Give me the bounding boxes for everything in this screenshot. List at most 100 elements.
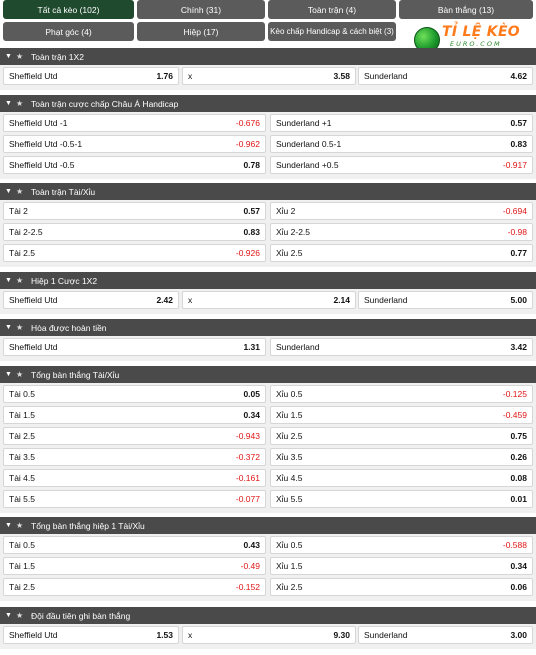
tab-goals[interactable]: Bàn thắng (13) [399,0,533,19]
odds-cell[interactable]: Tài 5.5 -0.077 [3,490,266,508]
star-icon[interactable]: ★ [16,187,24,196]
odds-value: -0.125 [502,389,527,399]
star-icon[interactable]: ★ [16,521,24,530]
section-header[interactable]: ▼ ★ Tổng bàn thắng Tài/Xỉu [0,366,536,383]
tab-handicap[interactable]: Kèo chấp Handicap & cách biệt (3) [268,22,396,41]
odds-cell[interactable]: Sheffield Utd -0.5-1 -0.962 [3,135,266,153]
odds-cell[interactable]: Xỉu 0.5 -0.125 [270,385,533,403]
selection-label: Sheffield Utd [9,295,58,305]
section-header[interactable]: ▼ ★ Tổng bàn thắng hiệp 1 Tài/Xỉu [0,517,536,534]
tab-fulltime[interactable]: Toàn trận (4) [268,0,396,19]
section-header[interactable]: ▼ ★ Đội đầu tiên ghi bàn thắng [0,607,536,624]
selection-label: Tài 2 [9,206,28,216]
selection-label: Sheffield Utd -0.5 [9,160,75,170]
odds-cell[interactable]: Sunderland 4.62 [358,67,533,85]
odds-value: 0.78 [243,160,260,170]
odds-cell[interactable]: Tài 1.5 0.34 [3,406,266,424]
odds-cell[interactable]: Sheffield Utd -1 -0.676 [3,114,266,132]
odds-cell[interactable]: Sheffield Utd 1.53 [3,626,179,644]
odds-cell[interactable]: x 9.30 [182,626,356,644]
odds-cell[interactable]: Xỉu 1.5 0.34 [270,557,533,575]
selection-label: Tài 1.5 [9,561,35,571]
odds-cell[interactable]: Sunderland +1 0.57 [270,114,533,132]
odds-cell[interactable]: Xỉu 4.5 0.08 [270,469,533,487]
odds-value: -0.694 [502,206,527,216]
star-icon[interactable]: ★ [16,99,24,108]
odds-cell[interactable]: Sunderland 3.00 [358,626,533,644]
odds-cell[interactable]: Tài 0.5 0.05 [3,385,266,403]
tab-half[interactable]: Hiệp (17) [137,22,265,41]
selection-label: Tài 2-2.5 [9,227,43,237]
odds-cell[interactable]: Tài 2.5 -0.943 [3,427,266,445]
odds-cell[interactable]: Tài 2.5 -0.152 [3,578,266,596]
odds-cell[interactable]: Tài 3.5 -0.372 [3,448,266,466]
odds-cell[interactable]: Xỉu 5.5 0.01 [270,490,533,508]
odds-cell[interactable]: Sheffield Utd 1.76 [3,67,179,85]
odds-value: 0.83 [510,139,527,149]
odds-cell[interactable]: Xỉu 2.5 0.77 [270,244,533,262]
odds-cell[interactable]: Tài 4.5 -0.161 [3,469,266,487]
odds-value: -0.152 [235,582,260,592]
odds-cell[interactable]: Tài 2 0.57 [3,202,266,220]
section-header[interactable]: ▼ ★ Hòa được hoàn tiền [0,319,536,336]
odds-cell[interactable]: Xỉu 2.5 0.75 [270,427,533,445]
chevron-down-icon[interactable]: ▼ [5,277,12,284]
chevron-down-icon[interactable]: ▼ [5,100,12,107]
odds-cell[interactable]: Xỉu 2-2.5 -0.98 [270,223,533,241]
selection-label: Xỉu 2.5 [276,248,303,258]
chevron-down-icon[interactable]: ▼ [5,371,12,378]
selection-label: Xỉu 1.5 [276,561,303,571]
odds-cell[interactable]: Sheffield Utd -0.5 0.78 [3,156,266,174]
section-header[interactable]: ▼ ★ Toàn trận Tài/Xỉu [0,183,536,200]
selection-label: Sunderland [364,295,408,305]
chevron-down-icon[interactable]: ▼ [5,188,12,195]
odds-cell[interactable]: Xỉu 2.5 0.06 [270,578,533,596]
star-icon[interactable]: ★ [16,370,24,379]
star-icon[interactable]: ★ [16,323,24,332]
chevron-down-icon[interactable]: ▼ [5,53,12,60]
odds-cell[interactable]: Tài 1.5 -0.49 [3,557,266,575]
section-header[interactable]: ▼ ★ Toàn trận 1X2 [0,48,536,65]
odds-cell[interactable]: x 2.14 [182,291,356,309]
odds-value: 0.34 [510,561,527,571]
odds-cell[interactable]: Tài 2.5 -0.926 [3,244,266,262]
tab-main[interactable]: Chính (31) [137,0,265,19]
odds-cell[interactable]: x 3.58 [182,67,356,85]
chevron-down-icon[interactable]: ▼ [5,324,12,331]
odds-cell[interactable]: Xỉu 3.5 0.26 [270,448,533,466]
section-title: Toàn trận 1X2 [31,51,84,62]
odds-value: -0.077 [235,494,260,504]
selection-label: Tài 0.5 [9,389,35,399]
odds-cell[interactable]: Xỉu 0.5 -0.588 [270,536,533,554]
selection-label: Xỉu 0.5 [276,540,303,550]
odds-cell[interactable]: Xỉu 1.5 -0.459 [270,406,533,424]
odds-value: 0.83 [243,227,260,237]
selection-label: Xỉu 2.5 [276,582,303,592]
selection-label: Tài 2.5 [9,582,35,592]
star-icon[interactable]: ★ [16,52,24,61]
odds-value: -0.372 [235,452,260,462]
odds-value: 3.42 [510,342,527,352]
selection-label: Sunderland [364,71,408,81]
odds-cell[interactable]: Tài 2-2.5 0.83 [3,223,266,241]
star-icon[interactable]: ★ [16,276,24,285]
odds-cell[interactable]: Sunderland 5.00 [358,291,533,309]
tab-all[interactable]: Tất cả kèo (102) [3,0,134,19]
odds-cell[interactable]: Sheffield Utd 1.31 [3,338,266,356]
tab-corners[interactable]: Phạt góc (4) [3,22,134,41]
odds-cell[interactable]: Sunderland +0.5 -0.917 [270,156,533,174]
odds-cell[interactable]: Sunderland 3.42 [270,338,533,356]
selection-label: Sheffield Utd [9,342,58,352]
section-title: Đội đầu tiên ghi bàn thắng [31,610,131,621]
chevron-down-icon[interactable]: ▼ [5,612,12,619]
section-header[interactable]: ▼ ★ Hiệp 1 Cược 1X2 [0,272,536,289]
odds-cell[interactable]: Tài 0.5 0.43 [3,536,266,554]
odds-value: 2.14 [333,295,350,305]
odds-cell[interactable]: Xỉu 2 -0.694 [270,202,533,220]
odds-value: 0.01 [510,494,527,504]
star-icon[interactable]: ★ [16,611,24,620]
chevron-down-icon[interactable]: ▼ [5,522,12,529]
odds-cell[interactable]: Sunderland 0.5-1 0.83 [270,135,533,153]
odds-cell[interactable]: Sheffield Utd 2.42 [3,291,179,309]
section-header[interactable]: ▼ ★ Toàn trận cược chấp Châu Á Handicap [0,95,536,112]
